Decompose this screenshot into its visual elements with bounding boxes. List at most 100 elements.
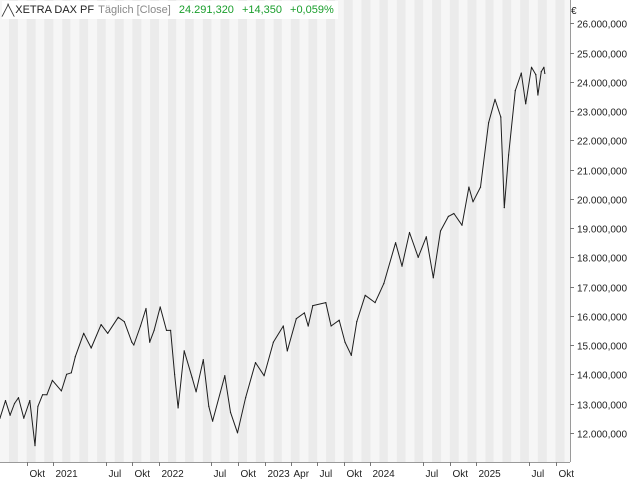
month-band: [132, 0, 142, 462]
series-point: [159, 306, 161, 308]
y-tick-label: 20.000,000: [577, 196, 627, 207]
period-label: Täglich [Close]: [98, 4, 171, 16]
series-point: [17, 397, 20, 399]
month-band: [44, 0, 54, 462]
month-band: [202, 0, 212, 462]
month-band: [432, 0, 442, 462]
series-point: [330, 325, 332, 327]
x-tick-label: Okt: [30, 469, 46, 480]
series-point: [66, 373, 68, 375]
y-tick-label: 23.000,000: [577, 108, 627, 119]
series-point: [543, 66, 545, 68]
month-band: [273, 0, 282, 462]
series-point: [468, 186, 470, 188]
x-tick-label: Apr: [294, 469, 310, 480]
series-point: [149, 341, 151, 343]
series-point: [139, 325, 142, 327]
month-band: [555, 0, 565, 462]
series-point: [37, 405, 39, 407]
series-point: [107, 332, 109, 334]
series-point: [9, 414, 11, 416]
series-point: [46, 394, 48, 396]
series-point: [472, 201, 474, 203]
month-band: [97, 0, 106, 462]
last-price: 24.291,320: [178, 4, 234, 16]
x-tick-label: 2025: [479, 469, 502, 480]
month-band: [485, 0, 494, 462]
month-band: [26, 0, 36, 462]
month-band: [290, 0, 300, 462]
y-tick-label: 17.000,000: [577, 284, 627, 295]
series-point: [70, 372, 72, 374]
month-band: [255, 0, 265, 462]
series-point: [272, 341, 274, 343]
series-point: [374, 302, 376, 304]
month-band: [238, 0, 248, 462]
month-band: [62, 0, 71, 462]
series-point: [42, 394, 44, 396]
x-tick-label: Jul: [109, 469, 122, 480]
series-point: [432, 277, 434, 279]
series-point: [236, 432, 239, 434]
series-point: [544, 72, 546, 74]
series-point: [282, 325, 284, 327]
series-point: [344, 341, 346, 343]
month-band: [150, 0, 160, 462]
series-point: [447, 215, 449, 217]
series-point: [13, 402, 16, 405]
series-point: [208, 405, 210, 407]
x-tick-label: 2023: [268, 469, 291, 480]
series-point: [425, 236, 427, 238]
series-point: [488, 122, 490, 124]
series-point: [503, 207, 505, 209]
month-band: [537, 0, 547, 462]
series-point: [364, 294, 366, 296]
price-change-percent: +0,059%: [290, 4, 334, 16]
series-point: [263, 375, 265, 377]
series-point: [254, 362, 257, 364]
series-point: [34, 445, 36, 447]
series-point: [123, 321, 125, 323]
y-tick-label: 13.000,000: [577, 401, 627, 412]
series-point: [177, 407, 179, 409]
series-point: [174, 373, 176, 375]
month-band: [308, 0, 318, 462]
series-point: [408, 231, 411, 234]
series-point: [530, 66, 533, 68]
month-band: [326, 0, 336, 462]
month-band: [361, 0, 371, 462]
month-band: [343, 0, 353, 462]
series-point: [395, 242, 397, 244]
series-point: [0, 417, 1, 419]
series-point: [508, 154, 510, 156]
series-point: [461, 224, 463, 226]
month-band: [502, 0, 512, 462]
series-point: [4, 400, 7, 402]
y-tick-label: 21.000,000: [577, 167, 627, 178]
x-tick-label: Okt: [453, 469, 469, 480]
x-tick-label: 2024: [373, 469, 396, 480]
series-point: [145, 307, 147, 310]
series-point: [520, 72, 522, 74]
y-tick-label: 15.000,000: [577, 342, 627, 353]
series-point: [535, 74, 537, 76]
y-tick-label: 14.000,000: [577, 371, 627, 382]
series-point: [183, 350, 185, 352]
period-bands: [8, 0, 565, 462]
series-point: [295, 318, 297, 320]
month-band: [79, 0, 89, 462]
series-point: [525, 103, 527, 105]
series-point: [338, 319, 340, 321]
series-point: [229, 411, 232, 413]
y-tick-label: 16.000,000: [577, 313, 627, 324]
series-point: [202, 359, 204, 361]
chart-header: ╱╲ XETRA DAX PF Täglich [Close] 24.291,3…: [2, 1, 338, 19]
series-point: [417, 256, 419, 258]
series-point: [100, 324, 102, 326]
month-band: [396, 0, 406, 462]
y-tick-label: 12.000,000: [577, 430, 627, 441]
series-point: [350, 354, 352, 356]
month-band: [114, 0, 124, 462]
